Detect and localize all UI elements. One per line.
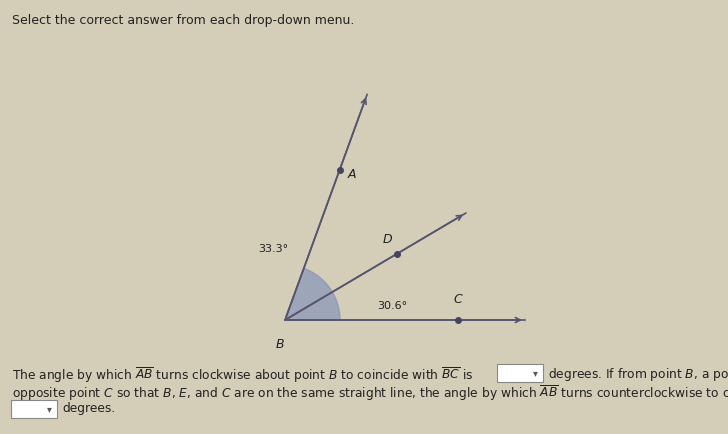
Text: 30.6°: 30.6° (377, 301, 407, 311)
Text: A: A (348, 168, 356, 181)
Text: opposite point $C$ so that $B$, $E$, and $C$ are on the same straight line, the : opposite point $C$ so that $B$, $E$, and… (12, 384, 728, 403)
Text: ▾: ▾ (533, 368, 538, 378)
Text: 33.3°: 33.3° (258, 244, 288, 254)
Text: ▾: ▾ (47, 404, 52, 414)
FancyBboxPatch shape (497, 364, 543, 382)
FancyBboxPatch shape (11, 400, 57, 418)
Text: B: B (276, 338, 285, 351)
Text: degrees.: degrees. (62, 402, 115, 415)
Text: Select the correct answer from each drop-down menu.: Select the correct answer from each drop… (12, 14, 355, 27)
Polygon shape (285, 268, 340, 320)
Text: degrees. If from point $B$, a point $E$ is drawn directly: degrees. If from point $B$, a point $E$ … (548, 366, 728, 383)
Text: C: C (454, 293, 462, 306)
Text: D: D (382, 233, 392, 246)
Text: The angle by which $\overline{AB}$ turns clockwise about point $B$ to coincide w: The angle by which $\overline{AB}$ turns… (12, 366, 474, 385)
